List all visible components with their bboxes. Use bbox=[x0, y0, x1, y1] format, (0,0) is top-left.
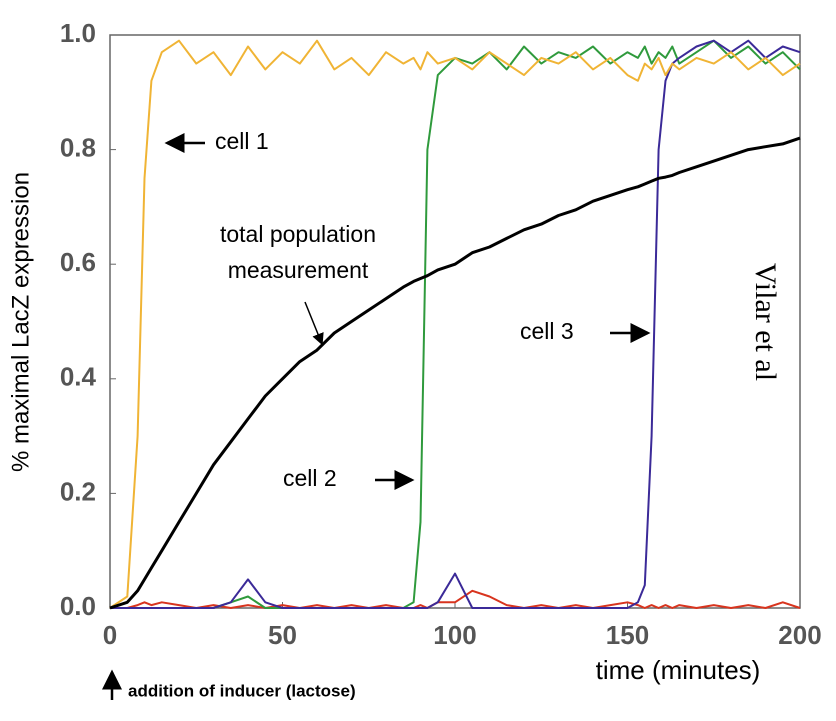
plot-frame bbox=[109, 34, 801, 609]
y-tick-label: 0.6 bbox=[60, 247, 96, 277]
annotation: measurement bbox=[228, 257, 369, 283]
series-line bbox=[110, 589, 801, 609]
annotation: total population bbox=[220, 221, 376, 247]
y-axis-label: % maximal LacZ expression bbox=[7, 172, 34, 472]
series-label: cell 1 bbox=[215, 128, 269, 154]
x-tick-label: 200 bbox=[778, 620, 821, 650]
arrows bbox=[102, 133, 651, 700]
x-tick-label: 100 bbox=[433, 620, 476, 650]
annotation: Vilar et al bbox=[749, 263, 782, 381]
series-line bbox=[109, 39, 801, 609]
annotation: addition of inducer (lactose) bbox=[128, 681, 356, 700]
x-axis-label: time (minutes) bbox=[596, 655, 761, 685]
y-tick-label: 0.2 bbox=[60, 476, 96, 506]
series-label: cell 3 bbox=[520, 318, 574, 344]
series-line bbox=[110, 39, 801, 609]
x-tick-label: 150 bbox=[606, 620, 649, 650]
arrow bbox=[304, 301, 324, 346]
series-line bbox=[110, 39, 801, 609]
y-tick-label: 0.0 bbox=[60, 591, 96, 621]
series-line bbox=[109, 136, 801, 610]
y-tick-label: 0.8 bbox=[60, 132, 96, 162]
series-label: cell 2 bbox=[283, 465, 337, 491]
x-tick-label: 0 bbox=[103, 620, 117, 650]
y-tick-label: 0.4 bbox=[60, 362, 97, 392]
y-tick-label: 1.0 bbox=[60, 18, 96, 48]
x-tick-label: 50 bbox=[268, 620, 297, 650]
